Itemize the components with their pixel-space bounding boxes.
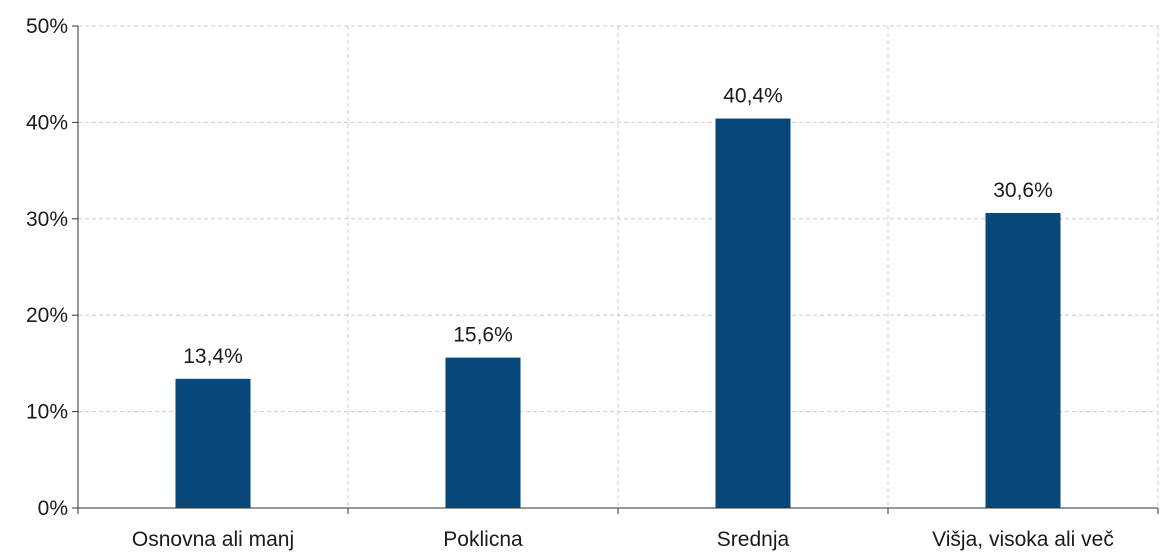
bar <box>985 213 1061 509</box>
y-tick-label: 10% <box>26 401 68 424</box>
y-tick-label: 30% <box>26 208 68 231</box>
y-tick-label: 20% <box>26 304 68 327</box>
bar-value-label: 40,4% <box>723 85 783 108</box>
bar <box>715 118 791 508</box>
gridlines <box>78 25 1159 508</box>
bar <box>175 378 251 508</box>
x-tick-label: Srednja <box>717 528 790 551</box>
axes <box>72 25 1159 514</box>
x-tick-label: Višja, visoka ali več <box>932 528 1114 551</box>
y-tick-label: 40% <box>26 111 68 134</box>
bar-value-label: 13,4% <box>183 345 243 368</box>
bars <box>175 118 1061 509</box>
bar-value-label: 30,6% <box>993 179 1053 202</box>
y-tick-label: 50% <box>26 15 68 38</box>
labels: 0% 10% 20% 30% 40% 50% 13,4% Osnovna ali manj 15… <box>26 15 1114 551</box>
x-tick-label: Osnovna ali manj <box>132 528 294 551</box>
bar-value-label: 15,6% <box>453 324 513 347</box>
bar <box>445 357 521 508</box>
y-tick-label: 0% <box>38 497 68 520</box>
x-tick-label: Poklicna <box>443 528 523 551</box>
